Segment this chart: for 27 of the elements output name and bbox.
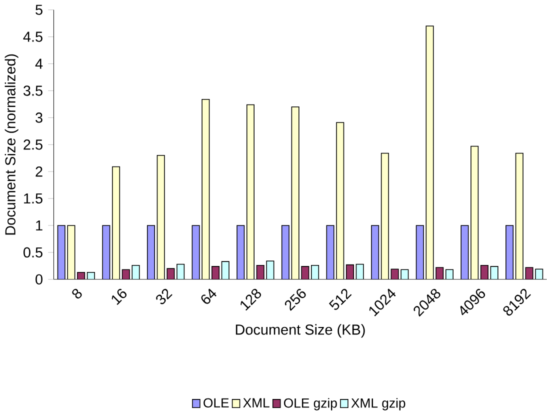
y-tick-label: 3 bbox=[36, 112, 42, 123]
y-tick-label: 3.5 bbox=[24, 86, 42, 96]
y-tick-label: 2 bbox=[36, 166, 42, 177]
bar bbox=[426, 26, 434, 280]
legend-label: XML gzip bbox=[351, 398, 406, 410]
x-axis-title: Document Size (KB) bbox=[236, 324, 365, 338]
x-tick-label: 16 bbox=[112, 288, 126, 305]
x-tick-label: 8 bbox=[72, 288, 82, 299]
y-tick-label: 4 bbox=[35, 58, 43, 69]
legend-label: OLE bbox=[204, 398, 229, 408]
x-tick-label: 64 bbox=[201, 288, 216, 304]
y-tick-label: 1.5 bbox=[24, 193, 42, 204]
y-tick-label: 0.5 bbox=[24, 247, 42, 258]
x-tick-label: 256 bbox=[284, 288, 306, 311]
x-tick-label: 128 bbox=[240, 288, 262, 311]
y-tick-label: 0 bbox=[36, 274, 42, 284]
y-axis-title: Document Size (normalized) bbox=[4, 54, 18, 235]
x-tick-label: 32 bbox=[156, 288, 172, 304]
legend-label: OLE gzip bbox=[284, 398, 337, 410]
x-tick-label: 512 bbox=[328, 288, 352, 310]
y-tick-label: 1 bbox=[36, 220, 42, 230]
legend-label: XML bbox=[243, 398, 270, 408]
bar bbox=[202, 98, 210, 280]
y-tick-label: 2.5 bbox=[24, 140, 42, 150]
y-tick-label: 4.5 bbox=[23, 32, 42, 42]
y-tick-label: 5 bbox=[36, 4, 42, 15]
bar bbox=[470, 146, 479, 280]
